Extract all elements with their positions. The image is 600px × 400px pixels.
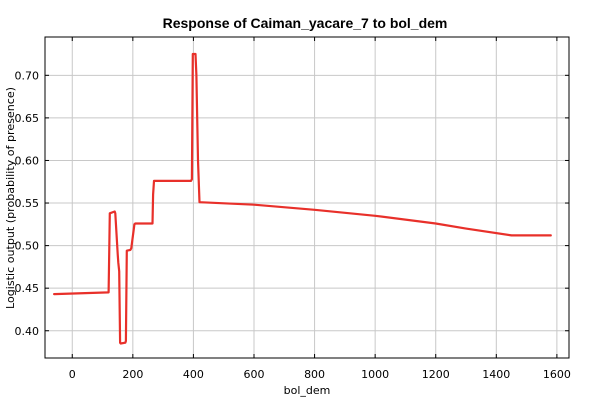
y-tick-label: 0.55 xyxy=(15,197,40,210)
x-tick-label: 200 xyxy=(122,368,143,381)
x-tick-label: 1200 xyxy=(422,368,450,381)
x-tick-label: 0 xyxy=(69,368,76,381)
y-axis-label: Logistic output (probability of presence… xyxy=(4,87,17,309)
y-tick-label: 0.60 xyxy=(15,154,40,167)
y-tick-label: 0.40 xyxy=(15,325,40,338)
ticks-layer: 0 200 400 600 800 1000 1200 1400 1600 0.40 0.45 0.5… xyxy=(15,37,571,381)
x-tick-label: 1000 xyxy=(361,368,389,381)
y-tick-label: 0.70 xyxy=(15,69,40,82)
y-tick-label: 0.65 xyxy=(15,112,40,125)
grid-layer xyxy=(45,37,569,358)
x-tick-label: 600 xyxy=(243,368,264,381)
x-tick-label: 800 xyxy=(304,368,325,381)
chart-title: Response of Caiman_yacare_7 to bol_dem xyxy=(163,15,448,31)
x-tick-label: 1400 xyxy=(482,368,510,381)
y-tick-label: 0.50 xyxy=(15,240,40,253)
x-axis-label: bol_dem xyxy=(284,384,331,397)
series-line-0 xyxy=(52,52,552,345)
series-layer xyxy=(52,52,552,345)
x-tick-label: 1600 xyxy=(543,368,571,381)
plot-frame xyxy=(44,36,570,359)
y-tick-label: 0.45 xyxy=(15,282,40,295)
x-tick-label: 400 xyxy=(183,368,204,381)
